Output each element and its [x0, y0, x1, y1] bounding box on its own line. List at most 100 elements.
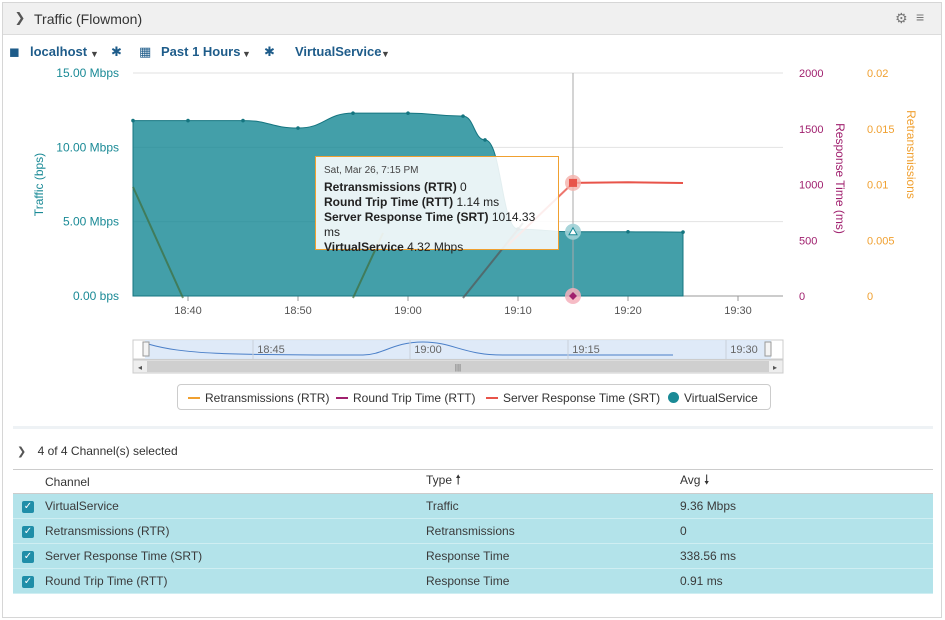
tooltip-row: Round Trip Time (RTT) 1.14 ms [324, 195, 500, 209]
col-header-type[interactable]: Type 🠕 [426, 469, 680, 494]
y-left-tick-label: 15.00 Mbps [56, 66, 119, 80]
navigator-tick-label: 19:30 [730, 344, 758, 356]
table-row[interactable]: ✓ Retransmissions (RTR) Retransmissions … [13, 518, 933, 544]
virtualservice-point [131, 118, 135, 123]
panel-title: Traffic (Flowmon) [34, 11, 143, 27]
menu-icon[interactable]: ≡ [916, 9, 925, 25]
srt-marker [569, 178, 577, 187]
tooltip-row: VirtualService 4.32 Mbps [324, 240, 464, 254]
tooltip-row: Server Response Time (SRT) 1014.33 ms [324, 210, 536, 239]
virtualservice-point [186, 118, 190, 123]
cell-type: Response Time [426, 543, 680, 569]
table-row[interactable]: ✓ Server Response Time (SRT) Response Ti… [13, 543, 933, 569]
divider [13, 426, 933, 429]
navigator-line [147, 341, 673, 356]
table-row[interactable]: ✓ VirtualService Traffic 9.36 Mbps [13, 493, 933, 519]
navigator-scroll-thumb [147, 361, 769, 372]
sort-down-icon[interactable]: 🠗 [703, 471, 710, 487]
chevron-down-icon[interactable]: ❯ [14, 10, 26, 25]
y-left-tick-label: 10.00 Mbps [56, 140, 119, 154]
y-right1-tick-label: 1000 [799, 180, 823, 192]
navigator-tick-label: 18:45 [257, 344, 285, 356]
panel-header: ❯ Traffic (Flowmon) ⚙ ≡ [3, 3, 941, 35]
pin-icon-2[interactable]: ✱ [264, 44, 275, 59]
navigator-tick-label: 19:15 [572, 344, 600, 356]
scroll-right-icon: ▸ [773, 363, 777, 372]
traffic-chart[interactable]: 15.00 Mbps 10.00 Mbps 5.00 Mbps 0.00 bps Tra… [3, 63, 941, 423]
device-selector[interactable]: localhost [30, 44, 88, 59]
col-header-channel[interactable]: Channel [45, 469, 426, 494]
scroll-left-icon: ◂ [138, 363, 142, 372]
checkbox-icon[interactable]: ✓ [22, 575, 34, 588]
channels-header[interactable]: ❯ 4 of 4 Channel(s) selected [17, 444, 178, 458]
pin-icon[interactable]: ✱ [111, 44, 122, 59]
y-right1-tick-label: 1500 [799, 124, 823, 136]
x-tick-label: 19:00 [394, 305, 422, 317]
rtt-marker [569, 292, 577, 300]
cell-type: Traffic [426, 493, 680, 519]
cell-channel: Server Response Time (SRT) [45, 543, 426, 569]
navigator-handle-left [142, 341, 150, 357]
time-range-caret-icon[interactable]: ▼ [242, 49, 251, 59]
navigator-handle-right [764, 341, 772, 357]
checkbox-icon[interactable]: ✓ [22, 550, 34, 563]
service-caret-icon[interactable]: ▼ [381, 49, 390, 59]
scroll-grip-icon: ||| [455, 363, 461, 372]
device-cube-icon: ◼ [9, 44, 20, 59]
legend-item-srt[interactable]: Server Response Time (SRT) [486, 391, 660, 405]
y-right2-tick-label: 0.01 [867, 180, 888, 192]
cell-avg: 9.36 Mbps [680, 493, 933, 519]
chevron-down-icon[interactable]: ❯ [17, 446, 27, 458]
x-tick-label: 19:10 [504, 305, 532, 317]
tooltip-row: Retransmissions (RTR) 0 [324, 180, 467, 194]
srt-line [572, 181, 684, 184]
header-checkbox-col [13, 469, 45, 494]
device-caret-icon[interactable]: ▼ [90, 49, 99, 59]
navigator-selection [145, 340, 771, 359]
channels-summary: 4 of 4 Channel(s) selected [37, 444, 178, 458]
series-line [132, 186, 184, 299]
table-row[interactable]: ✓ Round Trip Time (RTT) Response Time 0.… [13, 568, 933, 594]
legend-item-rtt[interactable]: Round Trip Time (RTT) [336, 391, 475, 405]
cell-channel: VirtualService [45, 493, 426, 519]
col-header-avg[interactable]: Avg 🠗 [680, 469, 933, 494]
y-right2-tick-label: 0.02 [867, 68, 888, 80]
tooltip-date: Sat, Mar 26, 7:15 PM [324, 165, 419, 176]
legend-item-virtualservice[interactable]: VirtualService [668, 391, 758, 405]
y-left-tick-label: 5.00 Mbps [63, 215, 119, 229]
sort-up-icon[interactable]: 🠕 [455, 471, 461, 487]
y-right2-tick-label: 0.005 [867, 235, 895, 247]
x-tick-label: 18:40 [174, 305, 202, 317]
y-right2-tick-label: 0 [867, 291, 873, 303]
checkbox-icon[interactable]: ✓ [22, 500, 34, 513]
virtualservice-point [241, 118, 245, 123]
y-right1-tick-label: 0 [799, 291, 805, 303]
checkbox-icon[interactable]: ✓ [22, 525, 34, 538]
toolbar: ◼ localhost ▼ ✱ ▦ Past 1 Hours ▼ ✱ Virtu… [3, 39, 941, 67]
virtualservice-point [296, 126, 300, 130]
y-left-tick-label: 0.00 bps [73, 289, 119, 303]
time-range-selector[interactable]: Past 1 Hours [161, 44, 241, 59]
chart-legend: Retransmissions (RTR) Round Trip Time (R… [177, 384, 771, 410]
cell-channel: Round Trip Time (RTT) [45, 568, 426, 594]
x-tick-label: 19:20 [614, 305, 642, 317]
y-right1-axis-label: Response Time (ms) [833, 123, 847, 234]
calendar-icon: ▦ [139, 44, 152, 59]
channels-table: Channel Type 🠕 Avg 🠗 ✓ VirtualService Tr… [13, 469, 933, 594]
gear-icon[interactable]: ⚙ [895, 10, 908, 26]
cell-avg: 0 [680, 518, 933, 544]
virtualservice-point [351, 111, 355, 115]
cell-channel: Retransmissions (RTR) [45, 518, 426, 544]
legend-item-rtr[interactable]: Retransmissions (RTR) [188, 391, 329, 405]
cell-type: Response Time [426, 568, 680, 594]
virtualservice-point [626, 229, 630, 234]
service-selector[interactable]: VirtualService [295, 44, 382, 59]
y-right1-tick-label: 500 [799, 235, 817, 247]
cell-avg: 338.56 ms [680, 543, 933, 569]
virtualservice-point [681, 230, 685, 234]
virtualservice-point [461, 114, 465, 118]
y-right2-tick-label: 0.015 [867, 124, 895, 136]
cell-avg: 0.91 ms [680, 568, 933, 594]
virtualservice-marker [568, 226, 578, 236]
